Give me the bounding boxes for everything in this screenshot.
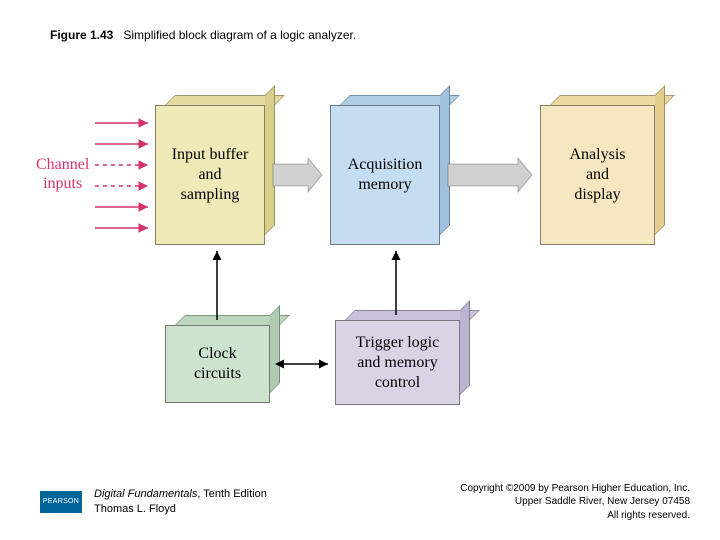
copyright: Copyright ©2009 by Pearson Higher Educat… [460,482,690,523]
block-label: Acquisitionmemory [342,155,429,195]
book-author: Thomas L. Floyd [94,502,267,516]
figure-number: Figure 1.43 [50,28,113,42]
block-input-buffer: Input bufferandsampling [155,105,265,245]
block-label: Clockcircuits [188,344,247,384]
block-acquisition: Acquisitionmemory [330,105,440,245]
book-edition: , Tenth Edition [197,488,267,500]
figure-caption-text: Simplified block diagram of a logic anal… [123,28,356,42]
figure-caption: Figure 1.43 Simplified block diagram of … [50,28,356,42]
block-label: Input bufferandsampling [166,145,255,205]
block-diagram: Channelinputs Input bufferandsampling Ac… [0,95,720,415]
channel-inputs-label: Channelinputs [36,155,89,193]
block-trigger: Trigger logicand memorycontrol [335,320,460,405]
publisher-logo: PEARSON [40,491,82,513]
block-analysis: Analysisanddisplay [540,105,655,245]
book-info: Digital Fundamentals, Tenth Edition Thom… [94,487,267,516]
footer: PEARSON Digital Fundamentals, Tenth Edit… [0,482,720,523]
copyright-line: Upper Saddle River, New Jersey 07458 [460,495,690,509]
copyright-line: Copyright ©2009 by Pearson Higher Educat… [460,482,690,496]
book-title: Digital Fundamentals [94,488,197,500]
footer-left: PEARSON Digital Fundamentals, Tenth Edit… [40,487,267,516]
block-label: Trigger logicand memorycontrol [350,333,445,393]
block-label: Analysisanddisplay [564,145,632,205]
copyright-line: All rights reserved. [460,509,690,523]
block-clock: Clockcircuits [165,325,270,403]
